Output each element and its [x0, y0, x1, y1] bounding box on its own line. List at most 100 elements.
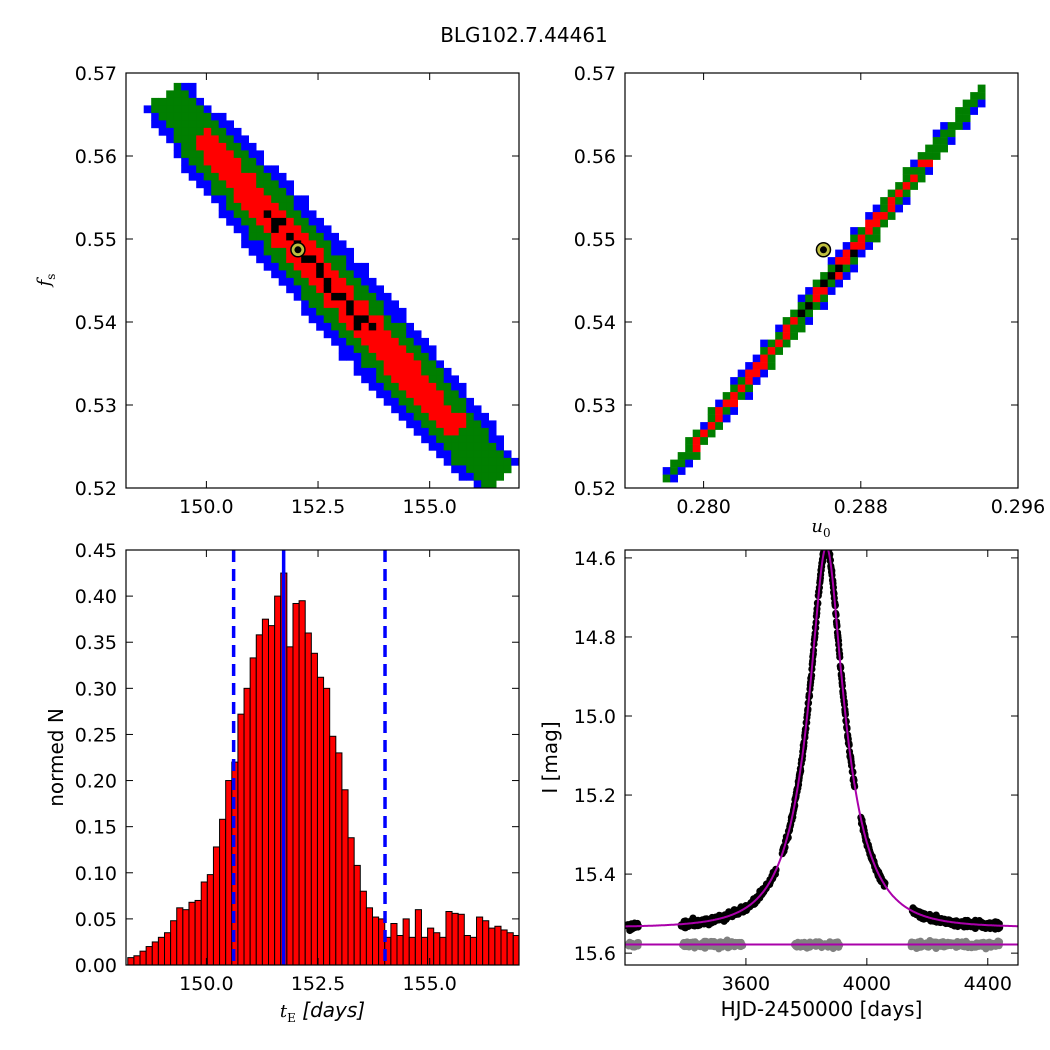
density-cell — [256, 202, 264, 211]
histogram-bar — [194, 899, 202, 966]
density-cell — [466, 435, 474, 444]
density-cell — [692, 437, 701, 445]
density-cell — [338, 262, 347, 271]
histogram-bar — [304, 632, 312, 966]
histogram-bar — [488, 927, 496, 966]
density-cell — [286, 195, 294, 204]
density-cell — [316, 292, 324, 301]
density-cell — [466, 450, 474, 459]
density-cell — [376, 330, 384, 339]
density-cell — [316, 255, 324, 264]
y-tick-label: 0.56 — [574, 146, 616, 168]
density-cell — [820, 294, 828, 303]
x-tick-label: 152.5 — [291, 973, 345, 995]
density-cell — [271, 240, 279, 249]
density-cell — [331, 330, 339, 339]
histogram-bar — [286, 646, 294, 966]
histogram-bar — [145, 946, 153, 966]
density-cell — [428, 420, 437, 429]
density-cell — [925, 144, 933, 153]
density-cell — [158, 112, 167, 121]
density-cell — [188, 112, 197, 121]
density-cell — [752, 369, 761, 378]
density-cell — [293, 217, 302, 226]
density-cell — [361, 375, 369, 384]
density-cell — [488, 427, 497, 436]
density-cell — [473, 427, 482, 436]
density-cell — [323, 240, 332, 249]
density-cell — [308, 270, 317, 279]
density-cell — [443, 435, 452, 444]
density-cell — [406, 375, 414, 384]
density-cell — [181, 127, 189, 136]
density-cell — [263, 202, 272, 211]
density-cell — [203, 120, 212, 129]
y-tick-label: 0.52 — [574, 478, 616, 500]
density-cell — [233, 172, 242, 181]
density-cell — [338, 270, 347, 279]
density-cell — [286, 270, 294, 279]
density-cell — [301, 270, 309, 279]
density-cell — [203, 150, 212, 159]
density-cell — [151, 112, 159, 121]
density-cell — [218, 202, 227, 211]
density-cell — [451, 390, 459, 399]
density-cell — [248, 157, 257, 166]
density-cell — [301, 202, 309, 211]
x-axis-label: u0 — [811, 516, 830, 540]
density-cell — [428, 427, 437, 436]
density-cell — [707, 429, 716, 438]
density-cell — [263, 225, 272, 234]
density-cell — [835, 257, 843, 265]
density-cell — [406, 352, 414, 361]
density-cell — [316, 247, 324, 256]
density-cell — [286, 262, 294, 271]
density-cell — [428, 390, 437, 399]
density-cell — [443, 382, 452, 391]
panel-te-fs: 150.0 152.5 155.0 0.52 0.53 0.54 0.55 0.56 0.57 f… — [34, 63, 520, 518]
density-cell — [677, 459, 686, 468]
density-cell — [263, 262, 272, 271]
density-cell — [398, 405, 407, 414]
density-cell — [398, 367, 407, 376]
density-cell — [203, 135, 212, 144]
histogram-bar — [420, 936, 429, 966]
density-cell — [842, 249, 851, 258]
density-cell — [391, 405, 399, 414]
density-cell — [368, 315, 377, 324]
density-cell — [241, 165, 249, 174]
density-cell — [218, 127, 227, 136]
histogram-bar — [274, 595, 282, 966]
density-cell — [700, 429, 708, 438]
density-cell — [346, 255, 354, 264]
density-cell — [865, 234, 873, 243]
density-cell — [278, 217, 287, 226]
density-cell — [406, 337, 414, 346]
density-cell — [308, 232, 317, 241]
density-cell — [323, 330, 332, 339]
plot-frame — [624, 549, 1019, 966]
histogram-bar — [176, 907, 184, 966]
y-tick-label: 0.52 — [75, 478, 117, 500]
density-cell — [263, 195, 272, 204]
histogram-bar — [255, 634, 263, 966]
density-cell — [406, 390, 414, 399]
density-cell — [436, 420, 444, 429]
density-cell — [346, 352, 354, 361]
density-cell — [233, 195, 242, 204]
density-cell — [256, 180, 264, 189]
density-cell — [383, 322, 392, 331]
density-cell — [248, 187, 257, 196]
density-cell — [677, 452, 686, 460]
density-cell — [301, 195, 309, 204]
density-cell — [203, 105, 212, 114]
density-cell — [745, 362, 753, 370]
density-cell — [263, 187, 272, 196]
x-tick-label: 155.0 — [402, 973, 456, 995]
density-cell — [158, 105, 167, 114]
density-cell — [692, 429, 701, 438]
density-cell — [256, 157, 264, 166]
y-tick-label: 15.4 — [574, 864, 616, 886]
density-cell — [226, 180, 234, 189]
density-cell — [443, 412, 452, 421]
